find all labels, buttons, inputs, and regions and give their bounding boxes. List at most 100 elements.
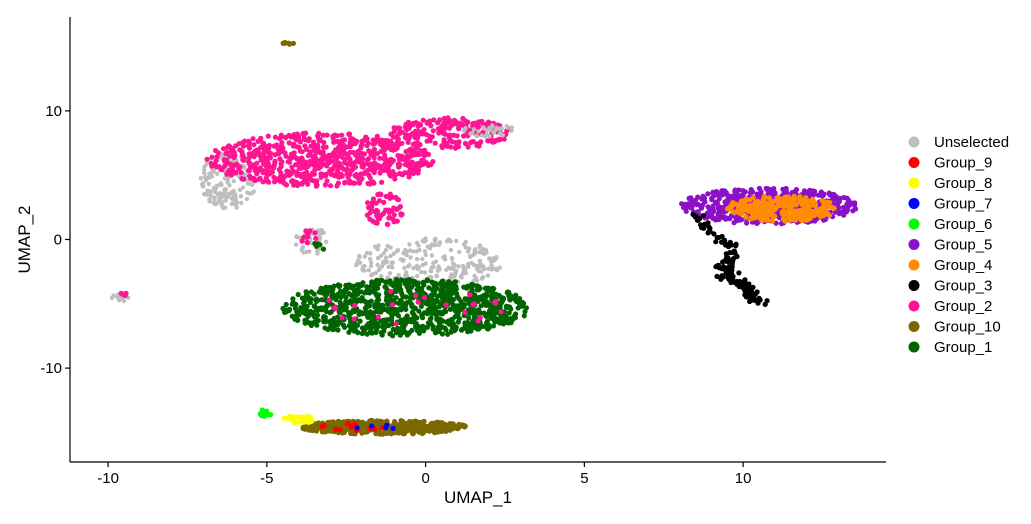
point	[439, 331, 445, 337]
point	[450, 256, 455, 261]
point	[376, 302, 382, 308]
point	[441, 130, 447, 136]
point	[367, 256, 373, 262]
point	[296, 144, 302, 150]
point	[425, 278, 431, 284]
point	[381, 145, 387, 151]
point	[290, 299, 296, 305]
legend-swatch	[908, 280, 920, 291]
point	[480, 250, 485, 255]
point	[456, 424, 463, 430]
point	[350, 166, 356, 172]
point	[336, 309, 342, 315]
point	[374, 163, 380, 169]
point	[740, 279, 746, 285]
point	[204, 156, 210, 162]
y-tick-label: -10	[40, 360, 62, 377]
point	[477, 244, 482, 250]
point	[427, 118, 433, 124]
point	[282, 40, 288, 46]
point	[800, 208, 806, 214]
point	[403, 294, 409, 300]
legend-label: Group_3	[934, 278, 992, 295]
point	[209, 154, 215, 160]
point	[431, 260, 436, 266]
point	[413, 321, 419, 327]
point	[785, 212, 791, 219]
point	[289, 164, 295, 170]
point	[227, 153, 233, 159]
point	[695, 194, 701, 200]
point	[361, 310, 367, 316]
point	[324, 178, 330, 184]
point	[842, 208, 848, 214]
legend-label: Unselected	[934, 134, 1009, 151]
point	[387, 271, 393, 276]
point	[720, 259, 726, 265]
point	[478, 303, 484, 309]
point	[743, 214, 749, 220]
point	[344, 155, 350, 161]
point	[844, 201, 850, 207]
point	[732, 279, 738, 286]
point	[501, 136, 507, 142]
point	[422, 239, 427, 244]
point	[263, 175, 269, 181]
point	[358, 289, 364, 295]
point	[272, 134, 278, 140]
point	[455, 140, 462, 146]
point	[837, 209, 843, 215]
point	[789, 203, 795, 209]
point	[217, 182, 223, 187]
point	[424, 324, 430, 330]
point	[382, 161, 388, 168]
point	[309, 427, 315, 433]
x-tick-label: 0	[421, 470, 429, 487]
legend-item-group-3: Group_3	[908, 278, 992, 295]
point	[316, 305, 322, 311]
point	[384, 259, 390, 264]
point	[772, 190, 778, 196]
point	[427, 138, 433, 144]
point	[451, 266, 456, 271]
point	[489, 315, 495, 321]
point	[465, 119, 471, 125]
cluster-group-1	[280, 276, 530, 339]
point	[294, 131, 300, 137]
point	[413, 281, 419, 287]
point	[724, 270, 730, 276]
point	[396, 427, 402, 434]
point	[474, 142, 480, 149]
point	[303, 311, 309, 317]
point	[354, 425, 360, 431]
point	[443, 283, 449, 290]
point	[477, 258, 483, 263]
point	[324, 132, 330, 138]
point	[466, 315, 472, 321]
point	[231, 188, 236, 194]
point	[486, 138, 492, 144]
point	[355, 297, 362, 303]
point	[218, 195, 223, 200]
point	[736, 217, 743, 223]
point	[743, 284, 749, 290]
point	[705, 230, 711, 236]
point	[410, 141, 416, 147]
point	[740, 188, 746, 194]
point	[475, 266, 480, 272]
point	[521, 313, 527, 319]
point	[360, 419, 366, 425]
point	[416, 330, 422, 336]
point	[434, 314, 440, 320]
point	[260, 169, 266, 176]
point	[283, 153, 289, 159]
point	[408, 255, 413, 260]
point	[311, 291, 317, 297]
point	[453, 119, 459, 125]
point	[331, 139, 337, 145]
point	[365, 200, 371, 206]
point	[716, 216, 722, 222]
point	[250, 162, 256, 168]
point	[414, 240, 420, 246]
point	[388, 253, 393, 259]
